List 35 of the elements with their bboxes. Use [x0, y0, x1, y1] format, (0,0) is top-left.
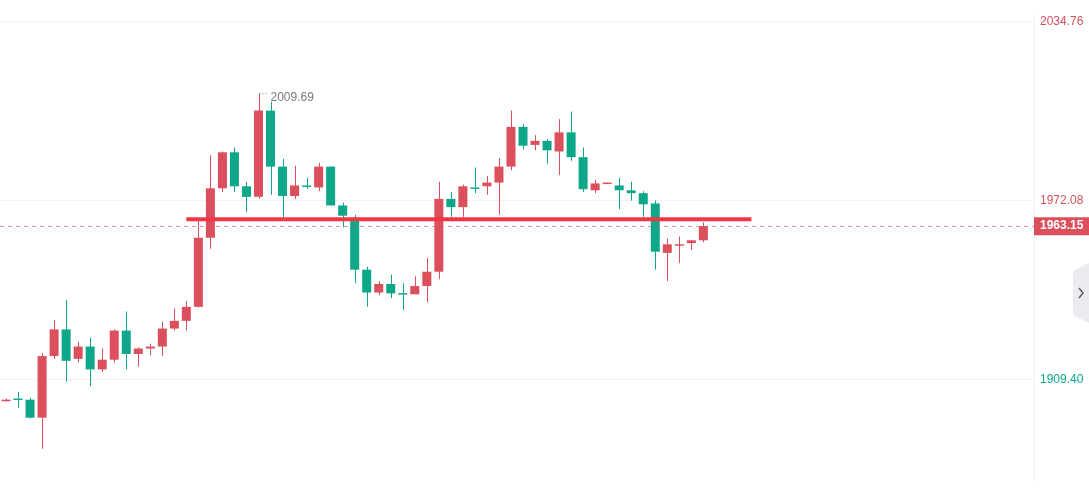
candlestick	[626, 181, 636, 202]
ref-line-label: 1963.15	[1040, 218, 1084, 233]
candlestick	[338, 202, 348, 228]
candlestick	[386, 274, 396, 299]
candlestick	[290, 165, 300, 200]
y-tick-label: 1909.40	[1040, 371, 1084, 386]
candlestick	[518, 123, 528, 150]
candlestick	[314, 162, 324, 192]
candlestick	[470, 166, 480, 194]
candlestick	[362, 266, 372, 308]
candlestick	[422, 257, 432, 303]
candlestick	[73, 341, 83, 364]
candlestick	[241, 181, 251, 213]
candlestick	[97, 348, 107, 373]
candlestick	[157, 321, 167, 357]
y-tick-label: 1972.08	[1040, 192, 1084, 207]
candlestick	[494, 157, 504, 216]
candlestick	[169, 308, 179, 332]
candlestick	[542, 138, 552, 165]
candlestick	[638, 190, 648, 218]
candlestick	[25, 397, 35, 420]
candlestick	[133, 346, 143, 368]
candlestick	[458, 184, 468, 218]
candlestick	[181, 300, 191, 332]
candlestick	[674, 236, 684, 264]
candlestick	[554, 118, 564, 176]
candlestick	[614, 177, 624, 210]
y-tick-label: 2034.76	[1040, 13, 1084, 28]
candlestick	[85, 337, 95, 387]
candlestick	[662, 238, 672, 282]
candlestick	[398, 282, 408, 311]
candlestick	[698, 221, 708, 243]
annotation: 2009.69	[270, 89, 315, 104]
candlestick	[446, 191, 456, 218]
candlestick	[121, 310, 131, 370]
